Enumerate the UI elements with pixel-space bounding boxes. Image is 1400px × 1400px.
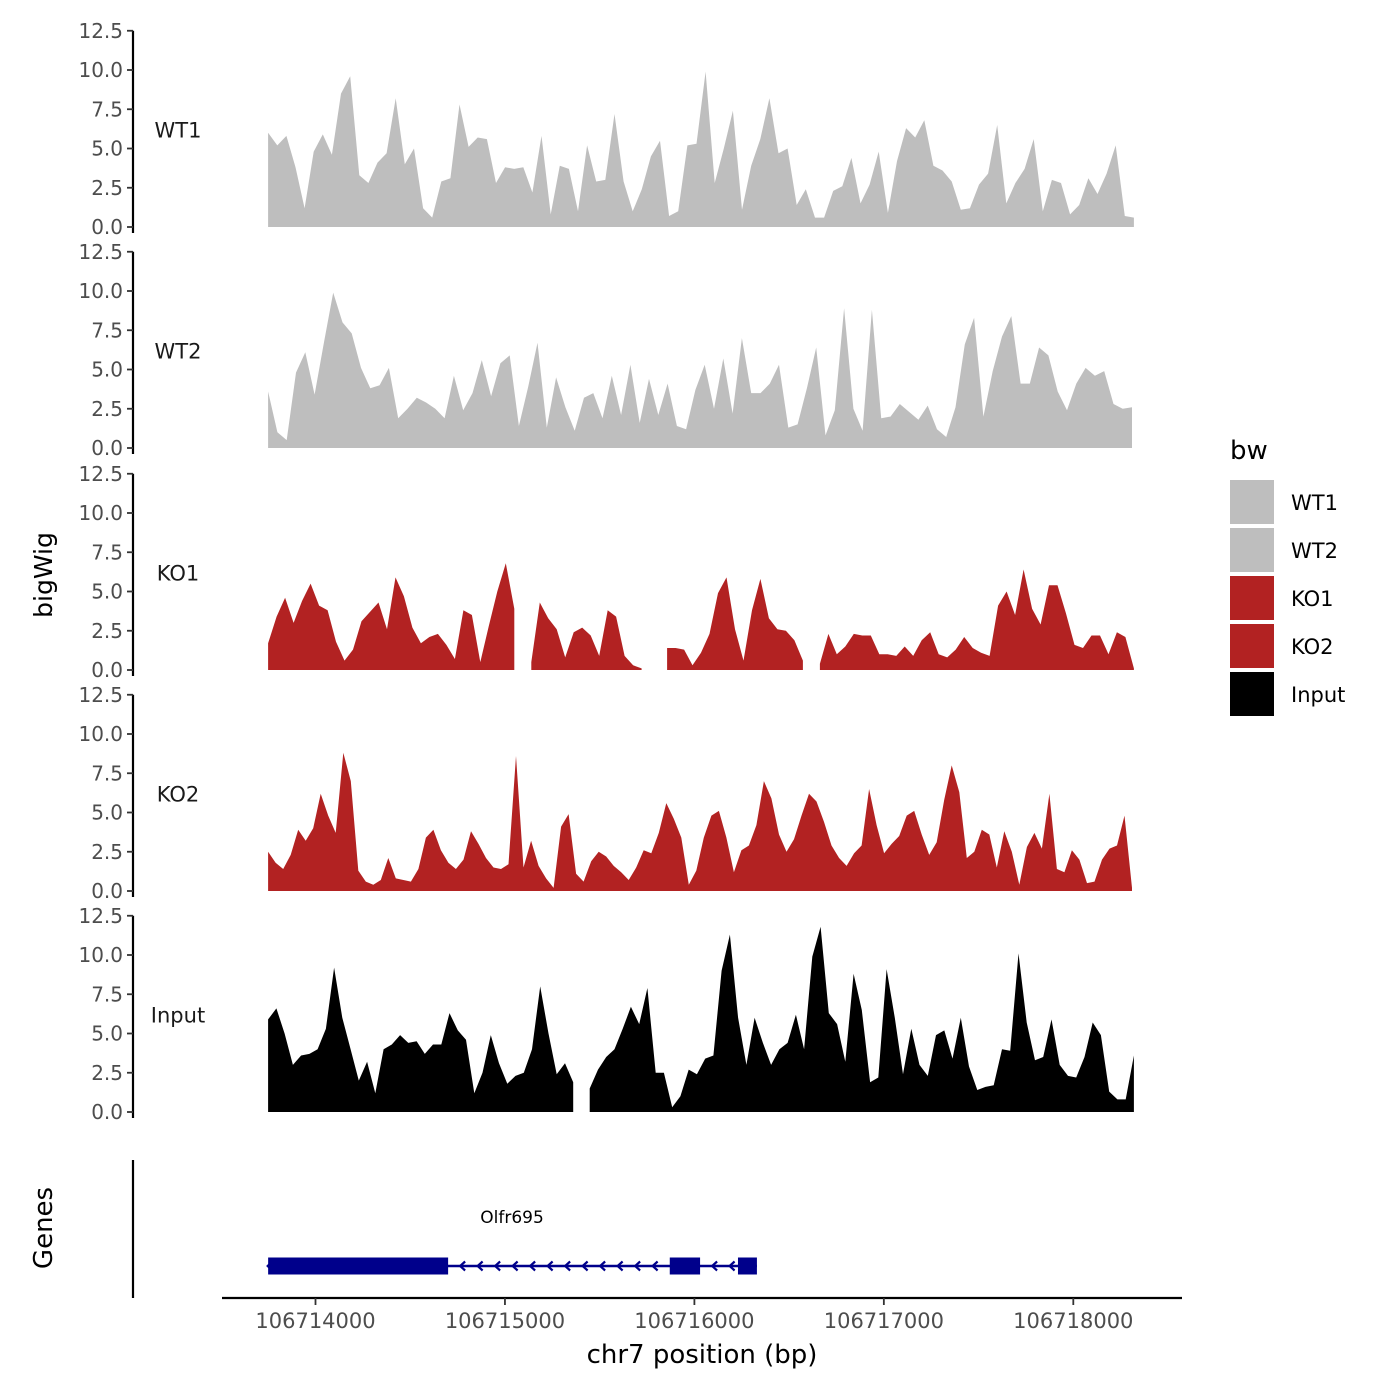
strand-arrow — [493, 1260, 501, 1272]
legend-swatch-ko2 — [1230, 624, 1274, 668]
legend-title: bw — [1230, 436, 1268, 466]
track-label: KO2 — [157, 783, 200, 807]
genes-track-title: Genes — [29, 1187, 59, 1269]
legend-label: KO2 — [1291, 635, 1334, 659]
strand-arrow — [598, 1260, 606, 1272]
gene-exon — [669, 1257, 701, 1275]
y-tick-label: 5.0 — [91, 1022, 123, 1046]
y-tick-label: 12.5 — [78, 19, 123, 43]
legend-label: WT2 — [1291, 539, 1338, 563]
y-tick-label: 10.0 — [78, 943, 123, 967]
strand-arrow — [727, 1260, 736, 1272]
coverage-area-wt1 — [268, 71, 1134, 227]
gene-exon — [268, 1257, 449, 1275]
gene-track: Olfr695 — [131, 1160, 757, 1298]
y-tick-label: 5.0 — [91, 358, 123, 382]
coverage-area-wt2 — [268, 292, 1133, 448]
x-tick-label: 106714000 — [255, 1309, 375, 1333]
legend: bw WT1 WT2 KO1 KO2 Input — [1230, 436, 1345, 716]
y-tick-label: 2.5 — [91, 840, 123, 864]
coverage-area-ko1 — [268, 563, 515, 670]
track-label: Input — [151, 1004, 205, 1028]
legend-label: Input — [1291, 683, 1345, 707]
coverage-area-ko1 — [531, 602, 642, 670]
track-label: KO1 — [157, 562, 200, 586]
y-tick-label: 7.5 — [91, 97, 123, 121]
y-tick-label: 0.0 — [91, 1100, 123, 1124]
y-tick-label: 10.0 — [78, 58, 123, 82]
gene-exon — [737, 1257, 757, 1275]
y-tick-label: 12.5 — [78, 904, 123, 928]
x-tick-label: 106718000 — [1013, 1309, 1133, 1333]
strand-arrow — [475, 1260, 484, 1272]
y-tick-label: 7.5 — [91, 318, 123, 342]
track-label: WT1 — [155, 119, 202, 143]
y-tick-label: 10.0 — [78, 501, 123, 525]
y-tick-label: 10.0 — [78, 279, 123, 303]
y-tick-label: 0.0 — [91, 215, 123, 239]
y-tick-label: 12.5 — [78, 240, 123, 264]
y-axis-title: bigWig — [29, 532, 58, 618]
x-axis: 106714000 106715000 106716000 106717000 1067… — [222, 1296, 1182, 1333]
y-tick-label: 2.5 — [91, 1061, 123, 1085]
y-tick-label: 10.0 — [78, 722, 123, 746]
y-tick-label: 0.0 — [91, 658, 123, 682]
y-tick-label: 12.5 — [78, 683, 123, 707]
x-tick-label: 106716000 — [634, 1309, 754, 1333]
y-tick-label: 0.0 — [91, 879, 123, 903]
strand-arrow — [650, 1260, 659, 1272]
y-tick-label: 7.5 — [91, 540, 123, 564]
coverage-tracks: 0.0 2.5 5.0 7.5 10.0 12.5 WT1 0.0 2.5 5.0 7.5 10.0 1… — [78, 19, 1134, 1124]
strand-arrow — [580, 1260, 589, 1272]
x-tick-label: 106715000 — [445, 1309, 565, 1333]
legend-swatch-ko1 — [1230, 576, 1274, 620]
legend-label: WT1 — [1291, 491, 1338, 515]
strand-arrow — [528, 1260, 536, 1272]
y-tick-label: 2.5 — [91, 176, 123, 200]
y-tick-label: 0.0 — [91, 436, 123, 460]
strand-arrow — [615, 1260, 624, 1272]
coverage-area-input — [268, 967, 574, 1112]
strand-arrow — [510, 1260, 519, 1272]
legend-swatch-input — [1230, 672, 1274, 716]
y-tick-label: 7.5 — [91, 761, 123, 785]
legend-swatch-wt1 — [1230, 480, 1274, 524]
track-wt1: 0.0 2.5 5.0 7.5 10.0 12.5 WT1 — [78, 19, 1134, 239]
track-input: 0.0 2.5 5.0 7.5 10.0 12.5 Input — [78, 904, 1134, 1124]
y-tick-label: 5.0 — [91, 580, 123, 604]
coverage-area-ko1 — [819, 569, 1134, 670]
y-tick-label: 12.5 — [78, 462, 123, 486]
strand-arrow — [563, 1260, 571, 1272]
y-tick-label: 7.5 — [91, 982, 123, 1006]
track-ko2: 0.0 2.5 5.0 7.5 10.0 12.5 KO2 — [78, 683, 1133, 903]
track-label: WT2 — [155, 340, 202, 364]
coverage-area-input — [589, 926, 1134, 1112]
legend-label: KO1 — [1291, 587, 1334, 611]
coverage-area-ko1 — [667, 577, 803, 670]
coverage-area-ko2 — [268, 752, 1133, 891]
x-tick-label: 106717000 — [824, 1309, 944, 1333]
y-tick-label: 5.0 — [91, 137, 123, 161]
y-tick-label: 2.5 — [91, 619, 123, 643]
track-ko1: 0.0 2.5 5.0 7.5 10.0 12.5 KO1 — [78, 462, 1134, 682]
y-tick-label: 5.0 — [91, 801, 123, 825]
y-tick-label: 2.5 — [91, 397, 123, 421]
gene-name-label: Olfr695 — [480, 1208, 544, 1228]
track-wt2: 0.0 2.5 5.0 7.5 10.0 12.5 WT2 — [78, 240, 1133, 460]
legend-swatch-wt2 — [1230, 528, 1274, 572]
strand-arrow — [545, 1260, 554, 1272]
x-axis-title: chr7 position (bp) — [587, 1340, 818, 1370]
strand-arrow — [633, 1260, 641, 1272]
strand-arrow — [458, 1260, 466, 1272]
strand-arrow — [710, 1260, 718, 1272]
gene-end-arrow — [266, 1261, 272, 1271]
